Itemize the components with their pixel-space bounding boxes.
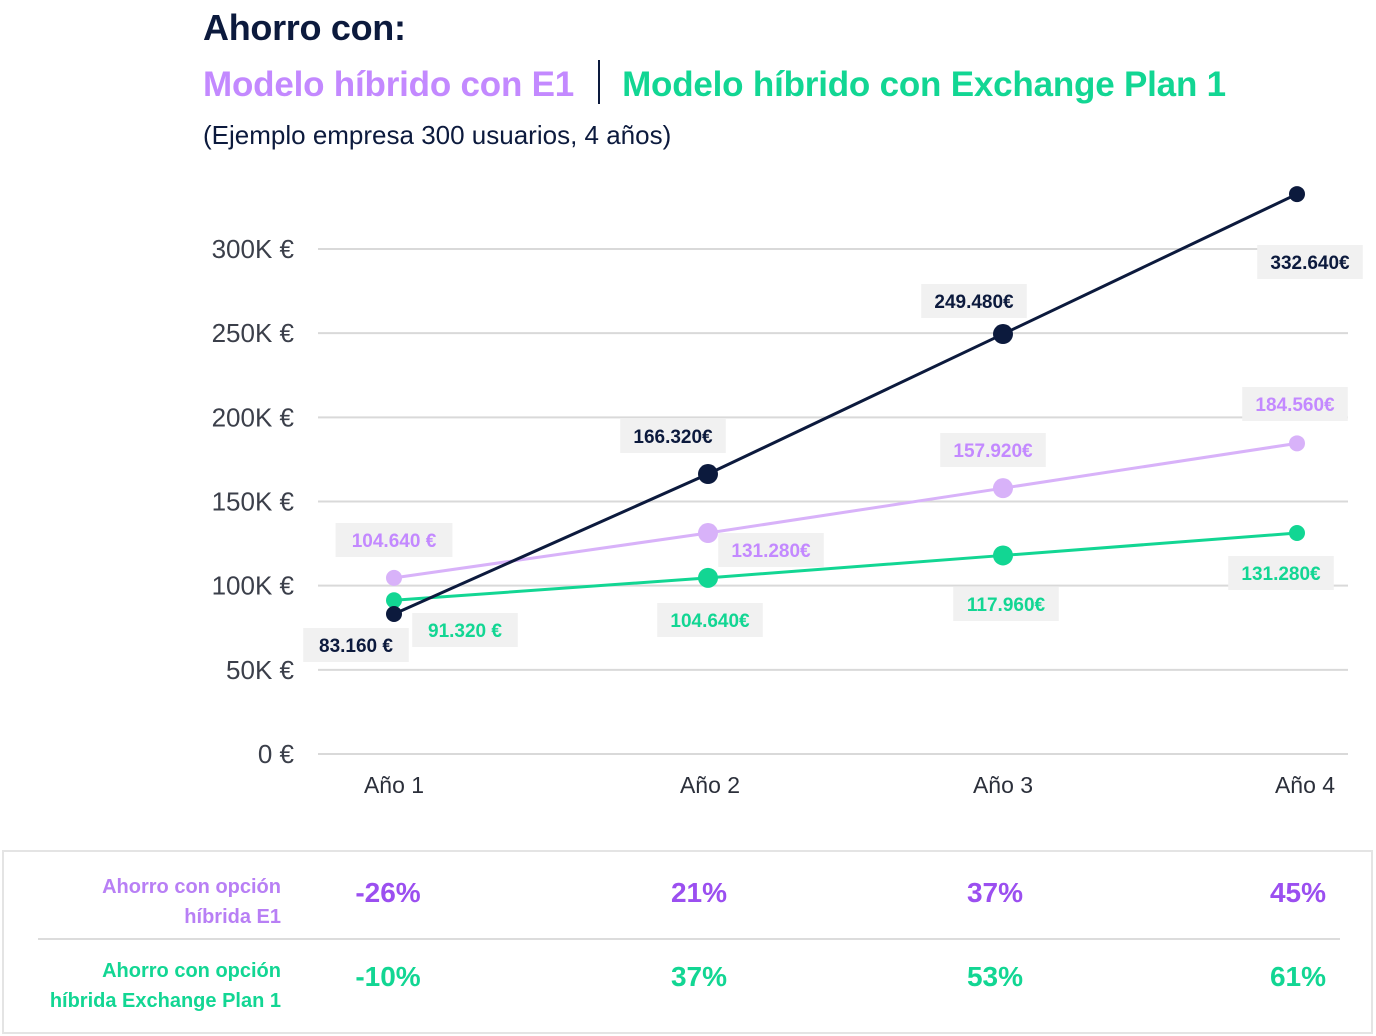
pct-e1-year2: 21% — [670, 877, 728, 908]
row-label-e1-line1: Ahorro con opción — [102, 876, 281, 898]
row-label-e1-line2: híbrida E1 — [184, 906, 281, 928]
table-divider — [38, 938, 1340, 940]
series-line-navy — [393, 192, 1298, 616]
chart-header: Ahorro con: Modelo híbrido con E1 Modelo … — [203, 6, 1226, 150]
data-point-navy — [698, 464, 718, 485]
x-tick-label: Año 3 — [973, 772, 1033, 798]
data-label-e1: 157.920€ — [953, 441, 1033, 462]
chart-title: Ahorro con: — [203, 7, 406, 48]
data-label-ex: 131.280€ — [1241, 564, 1321, 585]
data-label-bg — [1257, 245, 1363, 279]
row-label-exchange-line1: Ahorro con opción — [102, 960, 281, 982]
data-label-bg — [1228, 556, 1334, 590]
data-label-navy: 332.640€ — [1270, 253, 1350, 274]
x-tick-label: Año 2 — [680, 772, 740, 798]
data-label-bg — [718, 533, 824, 567]
savings-percent-table: Ahorro con opción híbrida E1 -26% 21% 37… — [2, 850, 1373, 1034]
data-label-bg — [412, 613, 518, 647]
savings-line-chart: 0 € 50K € 100K € 150K € 200K € 250K € 300K € Añ… — [212, 186, 1363, 798]
data-label-navy: 249.480€ — [934, 292, 1014, 313]
data-point-e1 — [698, 523, 718, 544]
data-label-bg — [620, 419, 726, 453]
data-label-bg — [303, 628, 409, 662]
data-label-e1: 104.640 € — [352, 531, 437, 552]
data-label-navy: 83.160 € — [319, 636, 393, 657]
data-point-ex — [993, 545, 1013, 566]
data-point-navy — [1289, 186, 1305, 203]
series-line-e1 — [393, 441, 1298, 580]
data-point-e1 — [993, 478, 1013, 499]
data-label-bg — [921, 284, 1027, 318]
series-line-ex — [393, 531, 1298, 602]
data-label-e1: 184.560€ — [1255, 395, 1335, 416]
row-label-e1: Ahorro con opción híbrida E1 — [0, 872, 281, 932]
data-label-bg — [335, 523, 453, 557]
y-tick-label: 250K € — [212, 318, 295, 348]
chart-subtitle: (Ejemplo empresa 300 usuarios, 4 años) — [203, 120, 672, 150]
pct-exchange-year2: 37% — [670, 961, 728, 992]
data-point-ex — [698, 567, 718, 588]
row-label-exchange: Ahorro con opción híbrida Exchange Plan … — [0, 956, 281, 1016]
pct-e1-year1: -26% — [355, 877, 421, 908]
pct-e1-year4: 45% — [1269, 877, 1327, 908]
data-label-bg — [1242, 387, 1348, 421]
row-label-exchange-line2: híbrida Exchange Plan 1 — [49, 990, 281, 1012]
data-label-ex: 104.640€ — [670, 611, 750, 632]
y-tick-label: 100K € — [212, 571, 295, 601]
pct-exchange-year1: -10% — [355, 961, 421, 992]
x-tick-label: Año 1 — [364, 772, 424, 798]
data-label-ex: 91.320 € — [428, 621, 502, 642]
y-tick-label: 0 € — [258, 739, 295, 769]
data-label-bg — [657, 603, 763, 637]
y-tick-label: 200K € — [212, 402, 295, 432]
data-point-ex — [1289, 525, 1305, 542]
data-label-navy: 166.320€ — [633, 427, 713, 448]
legend-separator — [598, 60, 601, 104]
y-tick-label: 50K € — [226, 655, 294, 685]
data-point-navy — [993, 324, 1013, 345]
data-point-e1 — [1289, 435, 1305, 452]
pct-e1-year3: 37% — [966, 877, 1024, 908]
data-point-e1 — [386, 569, 402, 586]
data-label-bg — [953, 587, 1059, 621]
y-tick-label: 300K € — [212, 234, 295, 264]
data-label-e1: 131.280€ — [731, 541, 811, 562]
pct-exchange-year4: 61% — [1269, 961, 1327, 992]
data-label-ex: 117.960€ — [967, 595, 1046, 616]
legend-e1: Modelo híbrido con E1 — [203, 65, 575, 104]
x-tick-label: Año 4 — [1275, 772, 1335, 798]
data-point-ex — [386, 592, 402, 609]
y-tick-label: 150K € — [212, 487, 295, 517]
legend-exchange: Modelo híbrido con Exchange Plan 1 — [622, 65, 1226, 104]
data-label-bg — [940, 433, 1046, 467]
pct-exchange-year3: 53% — [966, 961, 1024, 992]
series-legend: Modelo híbrido con E1 Modelo híbrido con … — [203, 60, 1226, 107]
data-point-navy — [386, 606, 402, 623]
